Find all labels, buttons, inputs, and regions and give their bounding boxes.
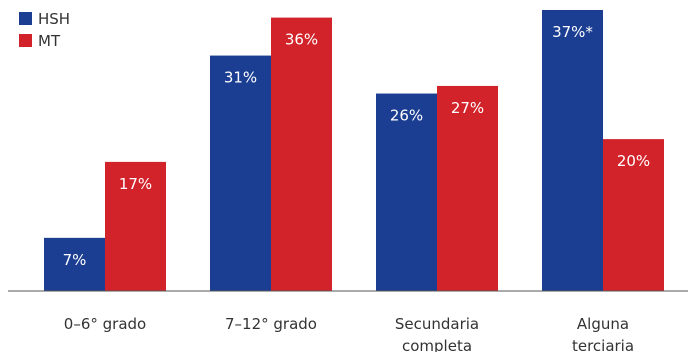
data-label-hsh-2: 26% [390,107,423,125]
x-tick-label-1: 7–12° grado [225,315,317,333]
x-axis-labels: 0–6° grado 7–12° grado Secundaria completa A… [64,315,634,352]
bar-mt-3 [603,139,664,291]
legend-swatch-mt [19,34,32,47]
data-label-mt-3: 20% [617,152,650,170]
bar-hsh-3 [542,10,603,291]
data-label-hsh-3: 37%* [552,23,593,41]
legend-label-mt: MT [38,32,61,50]
data-label-mt-1: 36% [285,31,318,49]
bar-mt-1 [271,17,332,291]
x-tick-label-3-1: terciaria [572,337,634,352]
x-tick-label-2-0: Secundaria [395,315,479,333]
x-tick-label-0: 0–6° grado [64,315,146,333]
bar-hsh-2 [376,93,437,291]
bar-mt-0 [105,161,166,291]
legend-label-hsh: HSH [38,10,70,28]
bar-mt-2 [437,85,498,291]
legend-swatch-hsh [19,12,32,25]
x-tick-label-3-0: Alguna [577,315,629,333]
bars: 7% 17% 31% 36% 26% 27% 37%* 20% [44,10,664,291]
bar-hsh-1 [210,55,271,291]
data-label-hsh-0: 7% [63,251,87,269]
data-label-mt-0: 17% [119,175,152,193]
x-tick-label-2-1: completa [402,337,472,352]
data-label-hsh-1: 31% [224,69,257,87]
bar-hsh-0 [44,237,105,291]
data-label-mt-2: 27% [451,99,484,117]
legend: HSH MT [19,10,70,50]
